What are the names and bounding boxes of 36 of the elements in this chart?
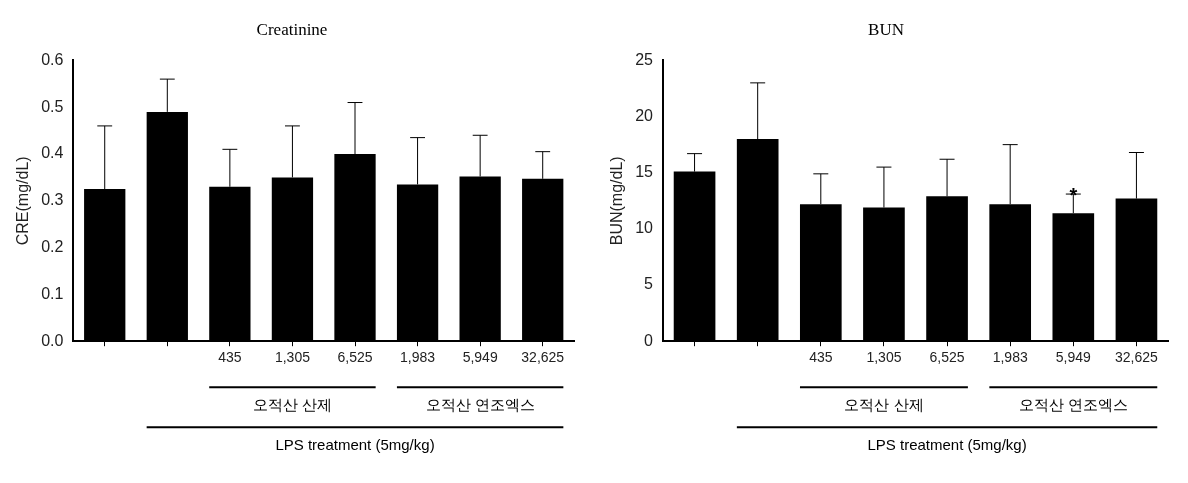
x-tick-label: 1,983 bbox=[400, 349, 436, 366]
x-tick-label: 6,525 bbox=[337, 349, 373, 366]
y-tick-label: 0.4 bbox=[41, 144, 64, 162]
y-tick-label: 0.3 bbox=[41, 191, 64, 209]
y-tick-label: 0.6 bbox=[41, 50, 64, 68]
y-axis-title: BUN(mg/dL) bbox=[608, 156, 626, 246]
x-tick-label: 435 bbox=[218, 349, 242, 366]
y-tick-label: 0.5 bbox=[41, 97, 64, 115]
x-tick-label: 1,983 bbox=[992, 349, 1028, 366]
y-tick-label: 20 bbox=[635, 106, 654, 124]
x-tick-label: 1,305 bbox=[274, 349, 311, 366]
y-tick-label: 0 bbox=[644, 331, 654, 349]
y-tick-label: 15 bbox=[635, 163, 654, 181]
y-tick-label: 25 bbox=[635, 50, 654, 68]
x-tick-label: 1,305 bbox=[866, 349, 902, 366]
x-tick-label: 6,525 bbox=[929, 349, 965, 366]
x-tick-label: 435 bbox=[809, 349, 833, 366]
y-tick-label: 0.0 bbox=[41, 331, 64, 349]
x-tick-label: 32,625 bbox=[1115, 349, 1159, 366]
y-tick-label: 5 bbox=[644, 275, 654, 293]
text: LPS treatment (5mg/kg) bbox=[867, 436, 1027, 454]
annotation: * bbox=[1069, 183, 1078, 206]
chart-title: BUN bbox=[868, 19, 904, 39]
text: 오적산 산제 bbox=[252, 396, 333, 414]
y-tick-label: 10 bbox=[635, 219, 654, 237]
y-tick-label: 0.1 bbox=[41, 284, 64, 302]
y-tick-label: 0.2 bbox=[41, 238, 64, 256]
text: LPS treatment (5mg/kg) bbox=[275, 436, 435, 454]
text: 오적산 연조엑스 bbox=[425, 396, 535, 414]
x-tick-label: 32,625 bbox=[521, 349, 565, 366]
text: 오적산 연조엑스 bbox=[1018, 396, 1128, 414]
y-axis-title: CRE(mg/dL) bbox=[14, 156, 32, 246]
chart-title: Creatinine bbox=[256, 19, 328, 39]
text: 오적산 산제 bbox=[844, 396, 924, 414]
x-tick-label: 5,949 bbox=[1055, 349, 1092, 366]
x-tick-label: 5,949 bbox=[462, 349, 498, 366]
